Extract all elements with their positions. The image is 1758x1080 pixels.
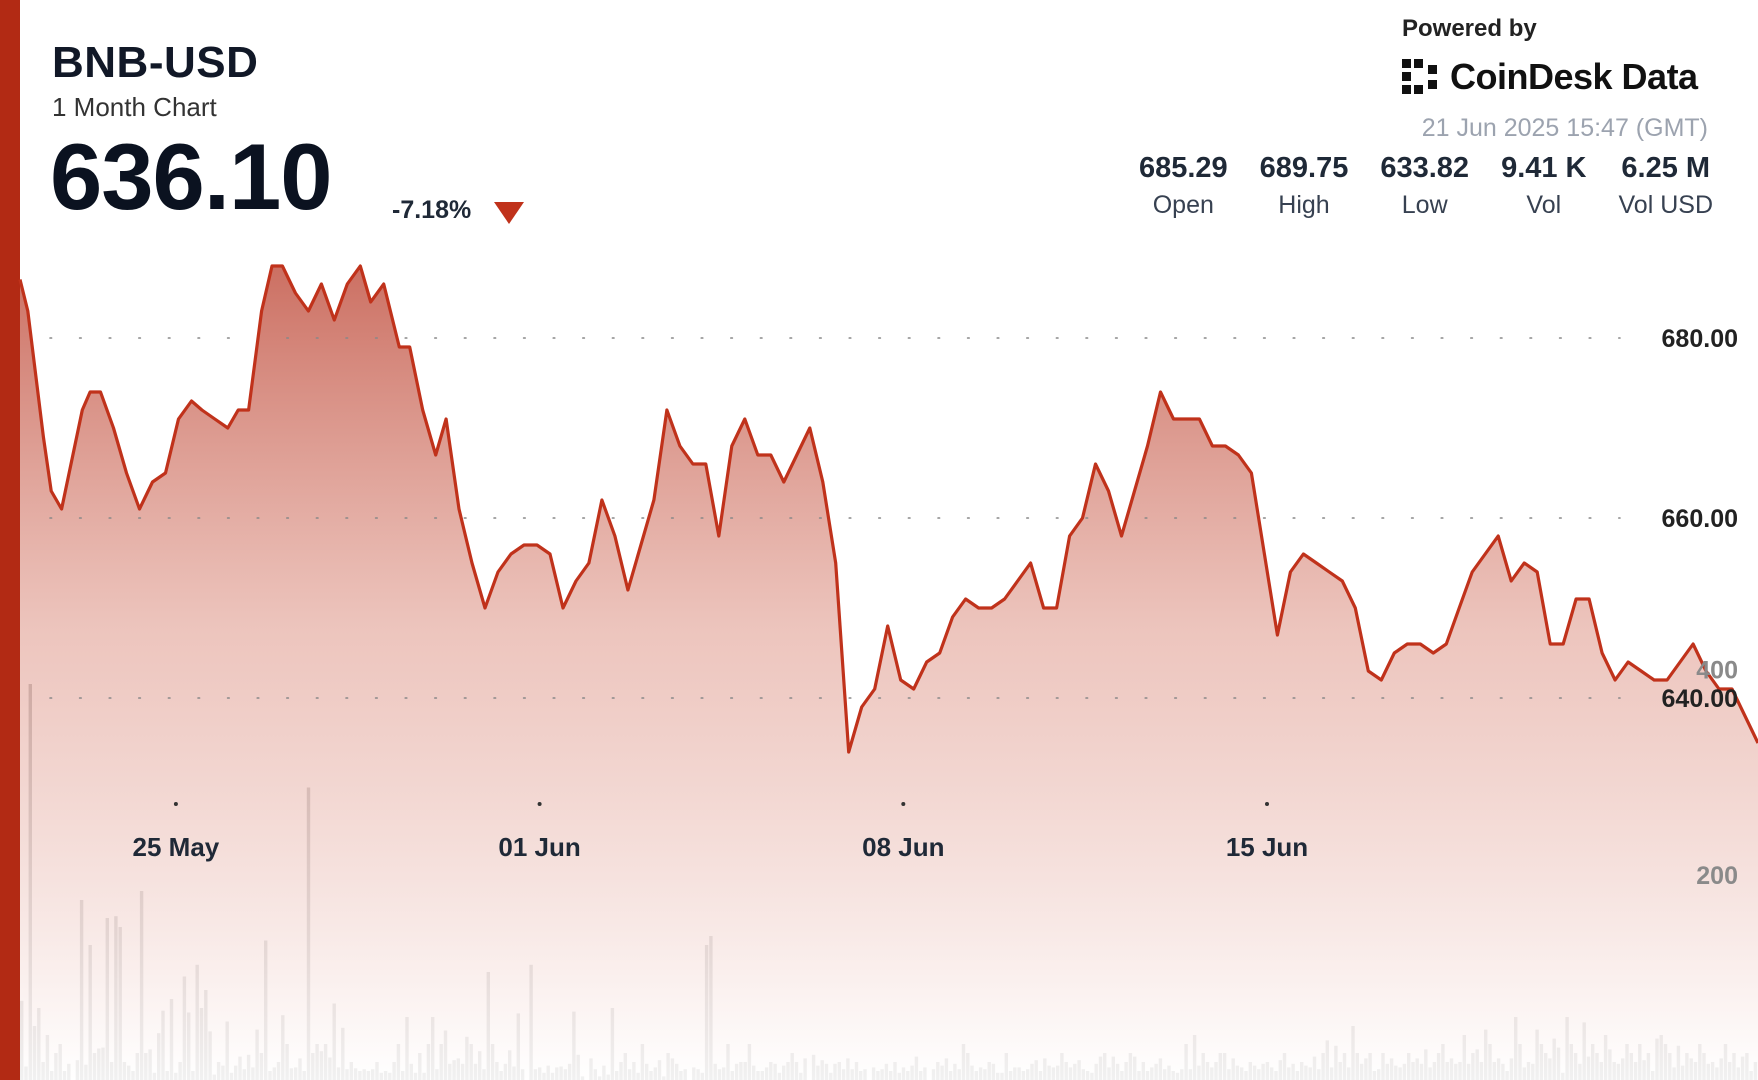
- stat-label: Open: [1152, 191, 1214, 219]
- stats-panel: 685.29 Open 689.75 High 633.82 Low 9.41 …: [1107, 152, 1713, 220]
- date-tick-label: 25 May: [133, 832, 220, 862]
- stat-label: High: [1278, 191, 1330, 219]
- price-change-percent: -7.18%: [392, 196, 472, 224]
- timestamp: 21 Jun 2025 15:47 (GMT): [1421, 114, 1708, 142]
- current-price: 636.10: [50, 124, 333, 229]
- price-axis-labels: 640.00 660.00 680.00: [1662, 325, 1738, 713]
- edge-accent-bar: [0, 0, 20, 1080]
- date-tick-label: 08 Jun: [862, 832, 944, 862]
- price-tick-label: 640.00: [1662, 685, 1738, 713]
- volume-axis-labels: 200 400: [1696, 657, 1738, 890]
- stat-value: 9.41 K: [1501, 152, 1587, 184]
- volume-tick-label: 200: [1696, 862, 1738, 890]
- brand-name: CoinDesk Data: [1450, 56, 1698, 97]
- stat-value: 633.82: [1380, 152, 1470, 184]
- date-tick-label: 15 Jun: [1226, 832, 1308, 862]
- date-tick-label: 01 Jun: [498, 832, 580, 862]
- coindesk-logo-icon: [1402, 59, 1437, 94]
- date-tick-mark: [537, 802, 542, 806]
- stat-vol: 9.41 K Vol: [1501, 152, 1586, 220]
- ticker-symbol: BNB-USD: [52, 38, 259, 87]
- stat-label: Vol USD: [1618, 191, 1713, 219]
- powered-by-label: Powered by: [1402, 15, 1537, 42]
- date-axis-labels: 25 May 01 Jun 08 Jun 15 Jun: [133, 802, 1308, 862]
- price-tick-label: 660.00: [1662, 505, 1738, 533]
- stat-low: 633.82 Low: [1380, 152, 1469, 220]
- price-line: [18, 264, 1758, 754]
- stat-value: 685.29: [1138, 152, 1228, 184]
- date-tick-mark: [901, 802, 906, 806]
- stat-label: Vol: [1526, 191, 1562, 219]
- stat-value: 6.25 M: [1621, 152, 1711, 184]
- chart-period: 1 Month Chart: [52, 92, 217, 122]
- stat-vol-usd: 6.25 M Vol USD: [1619, 152, 1713, 220]
- brand-logo[interactable]: CoinDesk Data: [1400, 56, 1698, 98]
- stat-high: 689.75 High: [1260, 152, 1349, 220]
- date-tick-mark: [1265, 802, 1269, 806]
- stat-open: 685.29 Open: [1139, 152, 1228, 220]
- stat-value: 689.75: [1259, 152, 1349, 184]
- down-triangle-icon: [494, 202, 524, 224]
- stat-label: Low: [1401, 191, 1448, 219]
- date-tick-mark: [173, 802, 178, 806]
- price-area-fill: [20, 266, 1758, 1080]
- price-tick-label: 680.00: [1662, 325, 1738, 353]
- volume-tick-label: 400: [1696, 657, 1738, 685]
